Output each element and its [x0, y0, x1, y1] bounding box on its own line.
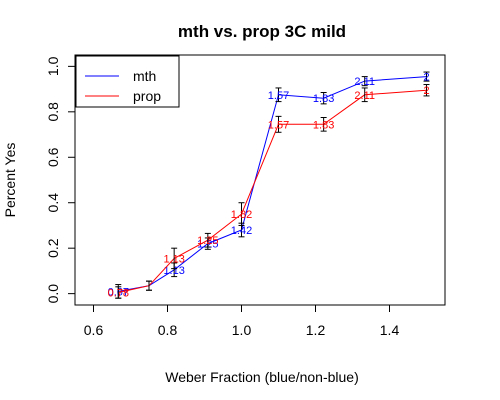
point-label-prop: 2.11	[354, 90, 375, 102]
x-tick-label: 1.0	[232, 322, 252, 338]
point-label-prop: 2	[423, 85, 429, 97]
legend: mth prop	[75, 55, 180, 108]
point-label-mth: 1.13	[163, 265, 184, 277]
y-tick-label: 0.8	[45, 102, 61, 122]
y-tick-label: 0.6	[45, 147, 61, 167]
x-axis-label: Weber Fraction (blue/non-blue)	[165, 369, 359, 385]
point-label-prop: 0.78	[108, 288, 129, 300]
y-axis-label: Percent Yes	[2, 143, 18, 218]
x-tick-label: 0.8	[158, 322, 178, 338]
x-tick-label: 1.4	[380, 322, 400, 338]
series-group: 0.671.131.251.421.57 1.832.11 20.781.131.2…	[108, 71, 430, 300]
y-tick-label: 1.0	[45, 56, 61, 76]
y-tick-label: 0.4	[45, 193, 61, 213]
point-label-mth: 2.11	[354, 76, 375, 88]
point-label-mth: 2	[423, 72, 429, 84]
plot-frame	[74, 54, 446, 306]
legend-box	[75, 55, 180, 108]
point-label-prop: 1.83	[313, 119, 334, 131]
y-tick-label: 0.2	[45, 238, 61, 258]
legend-label-prop: prop	[133, 88, 161, 104]
point-label-prop: 1.13	[163, 253, 184, 265]
legend-label-mth: mth	[133, 68, 156, 84]
point-label-prop: 1.57	[268, 119, 289, 131]
chart-title: mth vs. prop 3C mild	[178, 22, 346, 41]
x-tick-label: 0.6	[84, 322, 104, 338]
point-label-prop: 1.82	[231, 209, 252, 221]
point-label-mth: 1.57	[268, 90, 289, 102]
point-label-mth: 1.42	[231, 225, 252, 237]
x-tick-label: 1.2	[306, 322, 326, 338]
point-label-prop: 1.25	[197, 235, 218, 247]
axes-group: 0.6 0.8 1.0 1.2 1.4 0.0 0.2 0.4 0.6 0.8 1.0	[45, 56, 399, 338]
y-tick-label: 0.0	[45, 284, 61, 304]
point-label-mth: 1.83	[313, 93, 334, 105]
